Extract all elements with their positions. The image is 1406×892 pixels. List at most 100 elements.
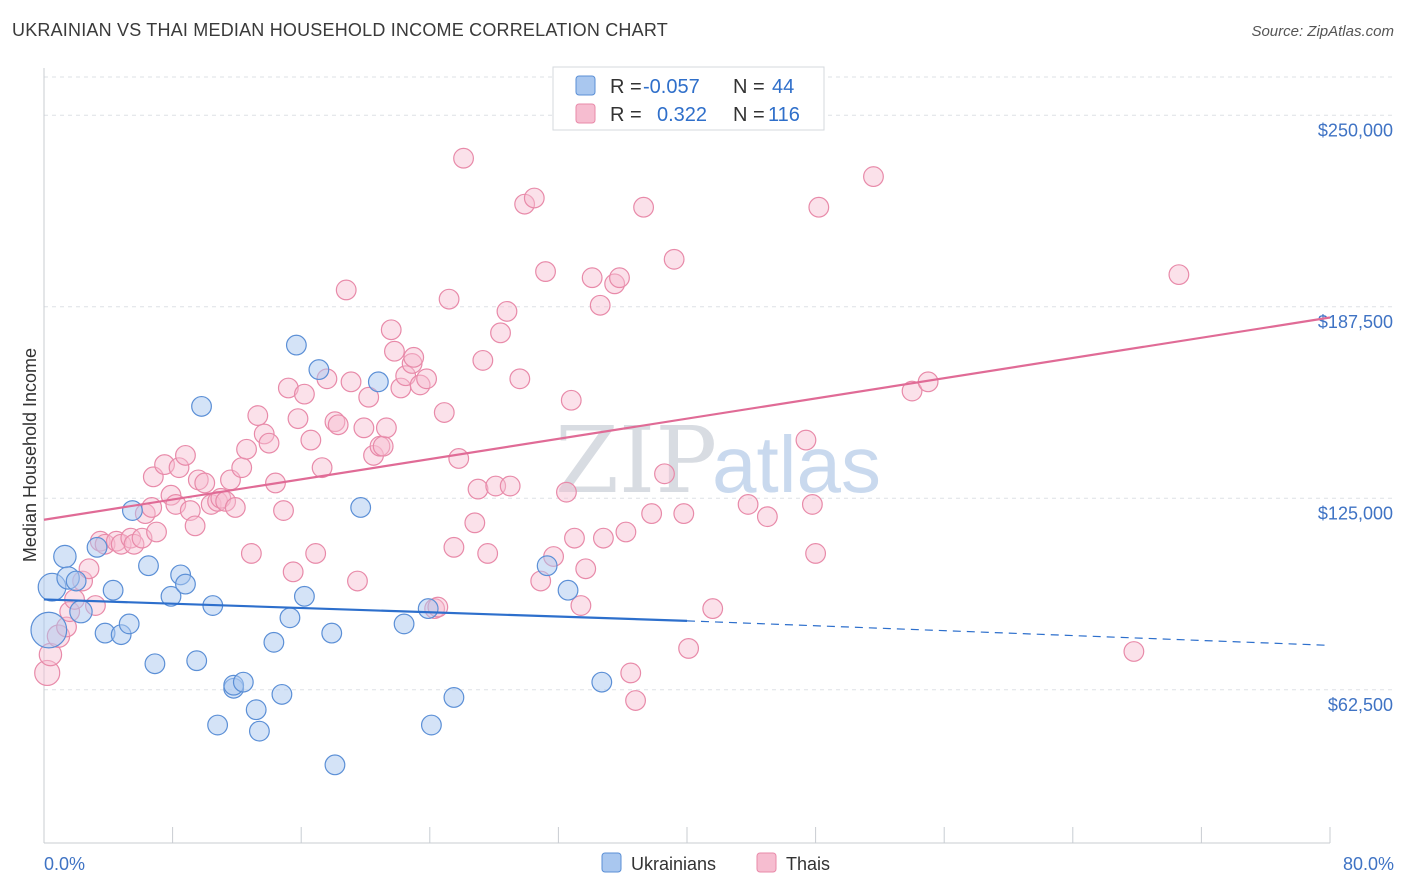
ukrainians-point-41 [557, 579, 579, 601]
thais-point-116 [808, 196, 830, 218]
stats-legend: R = -0.057 N = 44 R = 0.322 N = 116 [552, 66, 825, 131]
ukrainians-point-16 [144, 653, 166, 675]
thais-point-47 [300, 429, 322, 451]
ukrainians-points [30, 334, 613, 776]
thais-point-34 [224, 497, 246, 518]
thais-point-102 [620, 662, 642, 684]
thais-point-111 [737, 493, 759, 515]
thais-point-117 [863, 166, 884, 188]
watermark-zip: ZIP [555, 407, 717, 514]
thais-point-49 [311, 457, 333, 479]
y-tick-label-1: $125,000 [1318, 503, 1393, 523]
ukrainians-point-24 [245, 699, 267, 721]
thais-point-37 [240, 543, 262, 564]
thais-point-77 [464, 512, 486, 534]
legend-n-label-1: N = [733, 76, 765, 98]
thais-point-81 [485, 475, 507, 497]
thais-point-52 [327, 414, 349, 436]
watermark-atlas: atlas [712, 420, 881, 509]
ukrainians-point-29 [285, 334, 307, 356]
ukrainians-trendline [43, 598, 688, 622]
thais-point-44 [282, 561, 304, 583]
thais-point-78 [467, 478, 489, 500]
ukrainians-point-27 [271, 683, 293, 705]
ukrainians-point-6 [86, 536, 108, 558]
thais-point-84 [499, 475, 521, 497]
ukrainians-point-38 [420, 714, 442, 736]
ukrainians-point-28 [279, 607, 301, 629]
ukrainians-point-30 [293, 585, 315, 607]
thais-point-113 [795, 429, 817, 451]
source-label: Source: ZipAtlas.com [1251, 23, 1394, 40]
thais-point-43 [277, 377, 299, 399]
watermark: ZIP atlas [555, 407, 881, 514]
ukrainians-point-26 [263, 631, 285, 653]
ukrainians-point-31 [308, 359, 330, 381]
ukrainians-point-7 [102, 579, 124, 601]
thais-point-36 [236, 438, 257, 460]
ukrainians-point-40 [536, 555, 558, 577]
ukrainians-point-37 [417, 598, 439, 620]
thais-points [34, 147, 1190, 711]
trendlines [43, 316, 1331, 646]
thais-point-94 [570, 595, 592, 616]
thais-point-68 [409, 374, 431, 396]
thais-point-121 [1168, 264, 1190, 286]
thais-point-82 [490, 322, 511, 344]
thais-point-74 [443, 536, 465, 558]
thais-point-46 [293, 383, 315, 405]
ukrainians-point-19 [191, 395, 212, 417]
thais-point-106 [654, 463, 675, 485]
thais-point-87 [523, 187, 545, 209]
thais-point-103 [625, 690, 646, 711]
legend-swatch-thais [575, 103, 596, 124]
thais-point-115 [805, 543, 827, 564]
thais-point-19 [146, 521, 167, 543]
thais-point-118 [901, 380, 923, 402]
legend-r-value-2: 0.322 [657, 104, 707, 126]
ukrainians-point-35 [367, 371, 389, 393]
y-axis-label: Median Household Income [20, 348, 40, 562]
ukrainians-point-25 [248, 720, 270, 742]
chart-title: UKRAINIAN VS THAI MEDIAN HOUSEHOLD INCOM… [12, 20, 668, 40]
ukrainians-point-17 [186, 650, 208, 672]
ukrainians-point-32 [321, 622, 343, 644]
x-tick-max: 80.0% [1343, 854, 1394, 874]
thais-point-98 [592, 527, 614, 549]
thais-point-26 [184, 515, 206, 537]
ukrainians-point-12 [138, 555, 159, 577]
thais-point-85 [509, 368, 531, 390]
thais-point-83 [496, 300, 518, 322]
thais-point-96 [581, 267, 603, 289]
stats-legend-frame [552, 66, 825, 131]
thais-point-0 [34, 659, 61, 687]
legend-r-label-1: R = [610, 76, 642, 98]
thais-point-13 [120, 527, 142, 549]
thais-point-54 [340, 371, 362, 393]
thais-point-95 [575, 558, 597, 580]
thais-point-56 [353, 417, 375, 439]
thais-point-92 [560, 389, 582, 411]
bottom-legend: Ukrainians Thais [601, 852, 830, 874]
ukrainians-point-34 [350, 497, 372, 518]
x-tick-min: 0.0% [44, 854, 85, 874]
ukrainians-point-23 [232, 671, 254, 693]
legend-r-value-1: -0.057 [643, 76, 700, 98]
thais-point-40 [258, 432, 280, 454]
ukrainians-point-20 [207, 714, 229, 736]
thais-point-42 [273, 500, 294, 521]
ukrainians-point-15 [175, 573, 196, 595]
thais-point-101 [615, 521, 637, 543]
thais-point-120 [1123, 641, 1145, 662]
thais-point-48 [305, 543, 327, 564]
thais-point-57 [358, 386, 380, 408]
bottom-legend-swatch-thais [756, 852, 777, 873]
thais-trendline [43, 316, 1331, 521]
bottom-legend-ukrainians: Ukrainians [631, 854, 716, 874]
thais-point-45 [287, 408, 309, 430]
thais-point-89 [535, 261, 556, 282]
thais-point-110 [702, 598, 724, 620]
ukrainians-point-36 [393, 613, 415, 635]
ukrainians-point-33 [324, 754, 346, 776]
thais-point-114 [801, 493, 823, 515]
